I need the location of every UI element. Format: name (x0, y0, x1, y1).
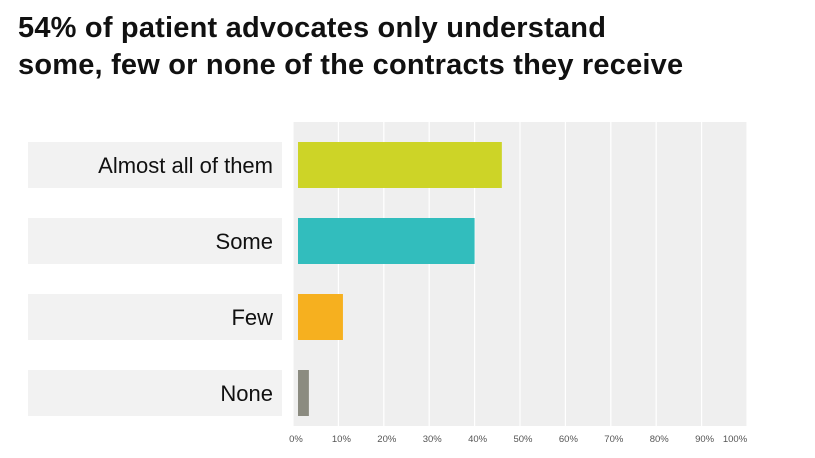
x-tick-label: 80% (650, 434, 670, 445)
x-tick-label: 20% (377, 434, 397, 445)
category-label: Few (231, 305, 273, 330)
category-label-box (28, 370, 282, 416)
bar (298, 218, 475, 264)
category-label-box (28, 294, 282, 340)
category-label-box (28, 142, 282, 188)
category-label-boxes: Almost all of them Some Few None (28, 142, 282, 416)
x-tick-label: 50% (513, 434, 533, 445)
category-label-box (28, 218, 282, 264)
chart-title-line-1: 54% of patient advocates only understand (18, 12, 607, 44)
x-tick-label: 0% (289, 434, 303, 445)
x-tick-label: 40% (468, 434, 488, 445)
x-axis-ticks: 0% 10% 20% 30% 40% 50% 60% 70% 80% 90% 100% (289, 434, 748, 445)
bars (298, 142, 502, 416)
chart-title-line-2: some, few or none of the contracts they … (18, 49, 684, 81)
bar (298, 294, 343, 340)
category-label: Almost all of them (98, 153, 273, 178)
x-tick-label: 30% (423, 434, 443, 445)
bar (298, 370, 309, 416)
x-tick-label: 100% (723, 434, 748, 445)
x-tick-label: 10% (332, 434, 352, 445)
x-tick-label: 60% (559, 434, 579, 445)
category-label: Some (216, 229, 273, 254)
chart-title: 54% of patient advocates only understand… (18, 10, 683, 84)
x-tick-label: 70% (604, 434, 624, 445)
category-label: None (220, 381, 273, 406)
x-tick-label: 90% (695, 434, 715, 445)
bar (298, 142, 502, 188)
